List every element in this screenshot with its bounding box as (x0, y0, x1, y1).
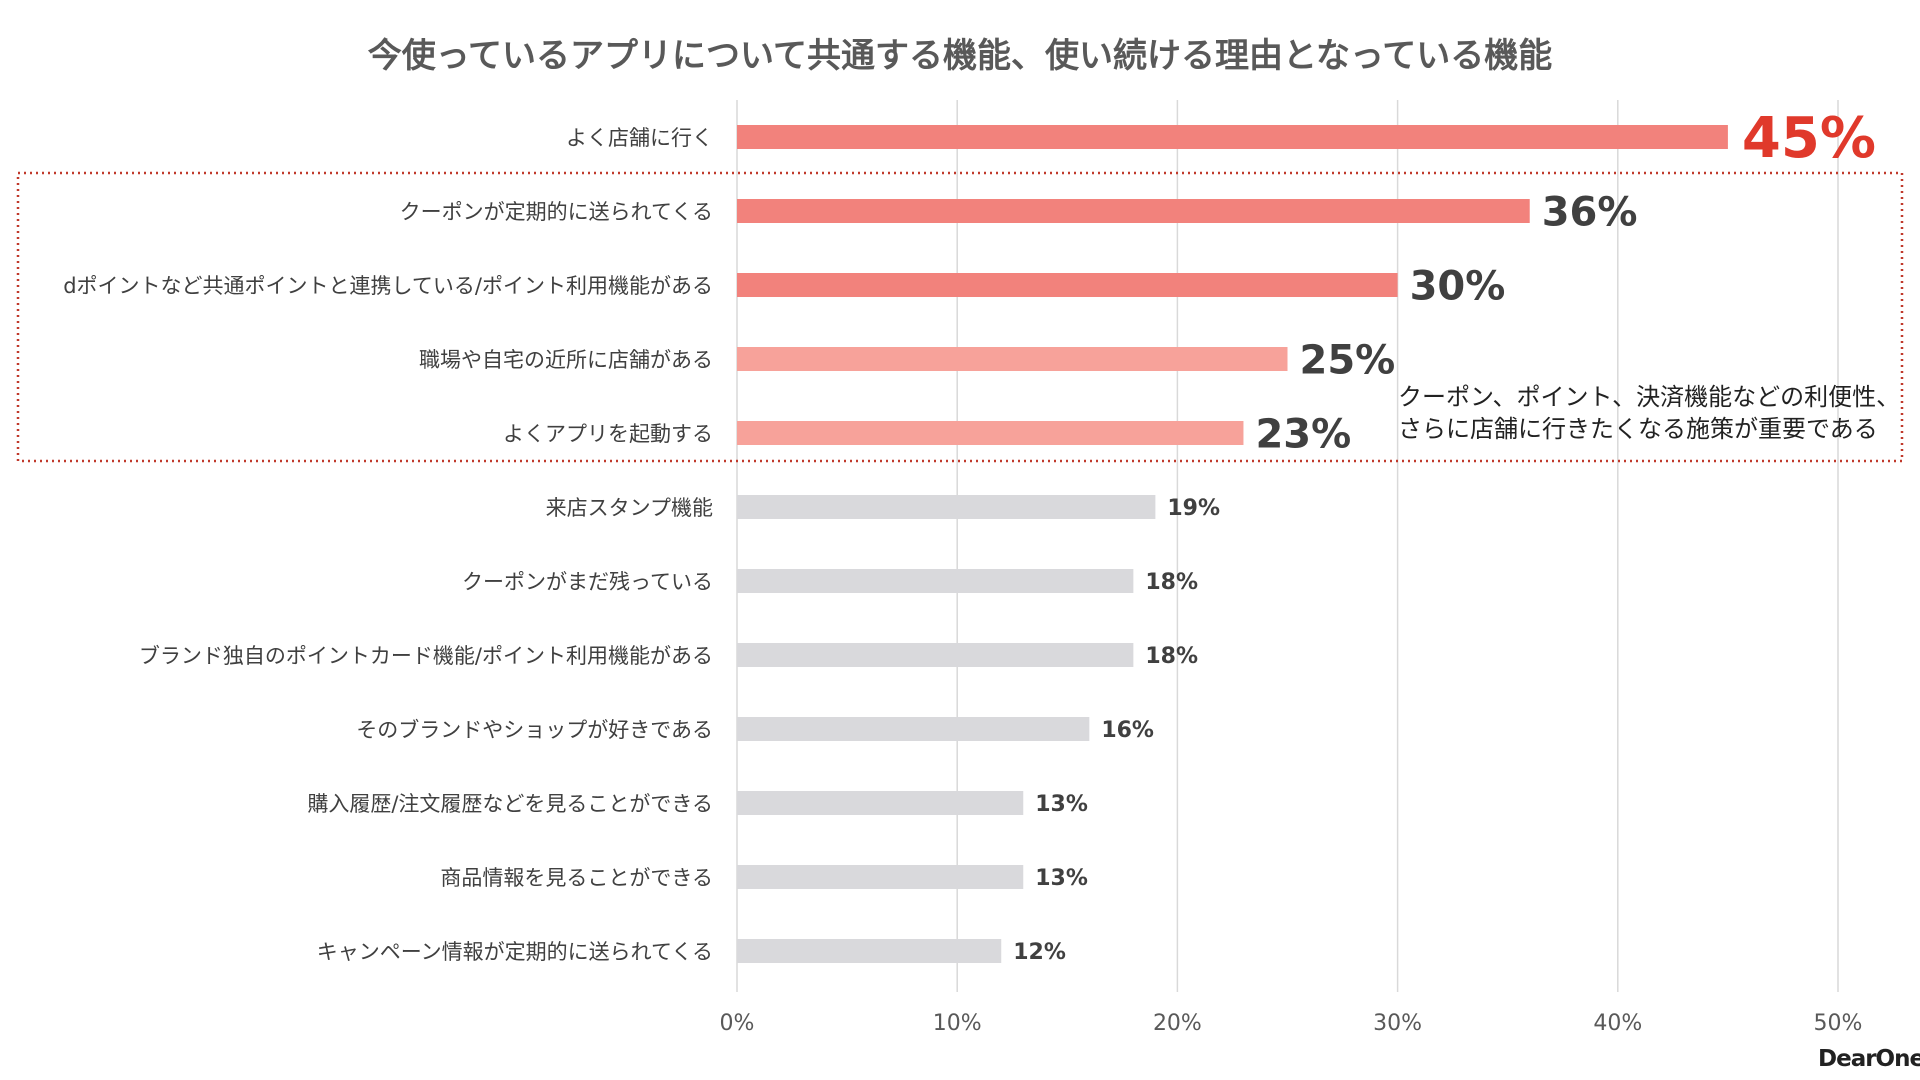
value-label: 18% (1145, 570, 1198, 595)
bar (737, 717, 1090, 741)
category-label: ブランド独自のポイントカード機能/ポイント利用機能がある (139, 644, 713, 668)
highlight-box (16, 171, 1904, 463)
category-label: 来店スタンプ機能 (546, 496, 713, 520)
value-label: 36% (1542, 189, 1638, 235)
category-label: dポイントなど共通ポイントと連携している/ポイント利用機能がある (63, 274, 713, 298)
bar (737, 643, 1134, 667)
value-label: 13% (1035, 792, 1088, 817)
annotation-line-1: クーポン、ポイント、決済機能などの利便性、 (1398, 383, 1901, 411)
value-label: 25% (1300, 337, 1396, 383)
bar (737, 865, 1024, 889)
annotation-text: クーポン、ポイント、決済機能などの利便性、 さらに店舗に行きたくなる施策が重要で… (1398, 381, 1900, 445)
category-label: よく店舗に行く (566, 126, 713, 150)
category-label: そのブランドやショップが好きである (356, 718, 713, 742)
value-label: 19% (1167, 496, 1220, 521)
bar (737, 199, 1530, 223)
bar (737, 791, 1024, 815)
x-tick-label: 40% (1593, 1011, 1642, 1036)
value-label: 45% (1742, 106, 1876, 171)
x-tick-label: 10% (933, 1011, 982, 1036)
bar (737, 347, 1288, 371)
bar (737, 273, 1398, 297)
value-label: 30% (1410, 263, 1506, 309)
bar (737, 569, 1134, 593)
value-label: 12% (1013, 940, 1066, 965)
category-label: 商品情報を見ることができる (440, 866, 713, 890)
bar (737, 421, 1244, 445)
value-label: 18% (1145, 644, 1198, 669)
bar (737, 939, 1002, 963)
category-label: キャンペーン情報が定期的に送られてくる (317, 940, 713, 964)
x-tick-label: 20% (1153, 1011, 1202, 1036)
value-label: 13% (1035, 866, 1088, 891)
category-label: クーポンがまだ残っている (462, 570, 713, 594)
bar (737, 125, 1728, 149)
category-label: 職場や自宅の近所に店舗がある (419, 348, 713, 372)
value-label: 16% (1101, 718, 1154, 743)
x-tick-label: 0% (720, 1011, 755, 1036)
x-tick-label: 50% (1814, 1011, 1863, 1036)
x-tick-label: 30% (1373, 1011, 1422, 1036)
value-label: 23% (1255, 411, 1351, 457)
category-label: 購入履歴/注文履歴などを見ることができる (307, 792, 713, 816)
chart-title: 今使っているアプリについて共通する機能、使い続ける理由となっている機能 (367, 36, 1553, 76)
annotation-line-2: さらに店舗に行きたくなる施策が重要である (1398, 415, 1878, 443)
brand-logo: DearOne (1818, 1046, 1920, 1072)
bar (737, 495, 1156, 519)
category-label: クーポンが定期的に送られてくる (400, 200, 713, 224)
category-label: よくアプリを起動する (503, 422, 713, 446)
